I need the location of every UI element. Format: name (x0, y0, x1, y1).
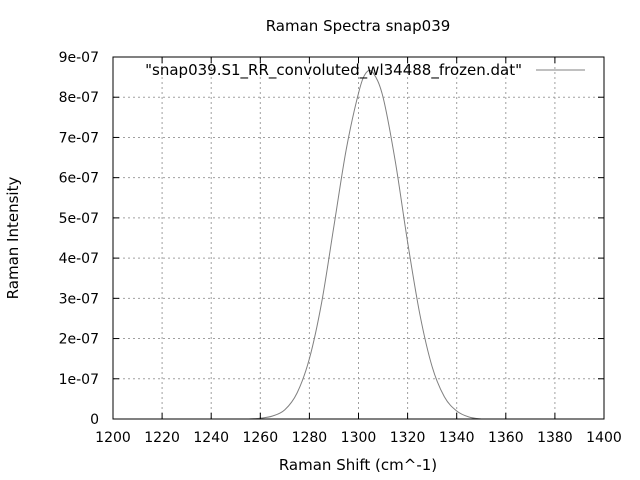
series-line (247, 69, 482, 420)
chart-title: Raman Spectra snap039 (266, 17, 451, 35)
x-tick-label: 1360 (488, 430, 524, 446)
y-tick-label: 6e-07 (59, 171, 99, 187)
y-tick-label: 3e-07 (59, 291, 99, 307)
y-tick-label: 5e-07 (59, 211, 99, 227)
x-tick-label: 1240 (193, 430, 229, 446)
ticks: 1200 1220 1240 1260 1280 1300 1320 1340 1360 1380… (59, 50, 622, 446)
x-tick-label: 1220 (144, 430, 180, 446)
x-tick-label: 1260 (242, 430, 278, 446)
legend: "snap039.S1_RR_convoluted_wl34488_frozen… (145, 61, 585, 80)
y-tick-label: 8e-07 (59, 90, 99, 106)
x-tick-label: 1320 (390, 430, 426, 446)
series-layer (247, 69, 482, 420)
x-axis-label: Raman Shift (cm^-1) (279, 456, 437, 474)
x-tick-label: 1280 (292, 430, 328, 446)
y-axis-label: Raman Intensity (4, 177, 22, 300)
x-tick-label: 1300 (341, 430, 377, 446)
y-tick-label: 7e-07 (59, 130, 99, 146)
x-tick-label: 1400 (586, 430, 622, 446)
y-tick-label: 2e-07 (59, 332, 99, 348)
legend-label: "snap039.S1_RR_convoluted_wl34488_frozen… (145, 61, 522, 80)
y-tick-label: 0 (90, 412, 99, 428)
x-tick-label: 1340 (439, 430, 475, 446)
y-tick-label: 4e-07 (59, 251, 99, 267)
y-tick-label: 1e-07 (59, 372, 99, 388)
x-tick-label: 1380 (537, 430, 573, 446)
y-tick-label: 9e-07 (59, 50, 99, 66)
grid (113, 57, 604, 419)
x-tick-label: 1200 (95, 430, 131, 446)
